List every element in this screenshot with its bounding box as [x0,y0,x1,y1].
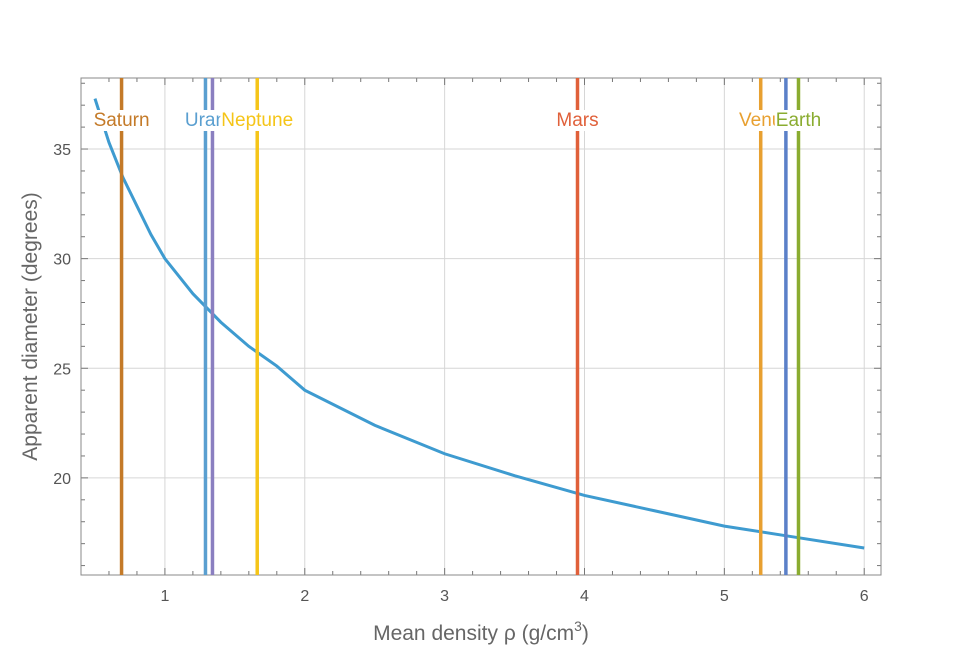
label-mask [92,110,151,131]
planet-label-neptune: Neptune [220,110,295,131]
y-axis-label: Apparent diameter (degrees) [19,192,42,460]
x-axis-label-sup: 3 [574,618,582,634]
planet-label-text: Neptune [221,110,293,131]
planet-label-saturn: Saturn [92,110,151,131]
x-axis-label: Mean density ρ (g/cm3) [373,618,589,645]
x-tick-label: 5 [720,588,729,605]
label-mask [738,110,784,131]
planet-label-text: Venu [739,110,782,131]
x-axis-label-end: ) [582,622,589,645]
y-tick-label: 25 [53,361,71,378]
planet-label-text: Mars [556,110,598,131]
label-mask [183,110,228,131]
y-tick-label: 35 [53,142,71,159]
planet-label-text: Earth [776,110,821,131]
planet-label-venus: Venu [738,110,784,131]
label-mask [774,110,823,131]
x-axis-label-main: Mean density ρ (g/cm [373,622,574,645]
planet-label-mars: Mars [555,110,600,131]
x-tick-label: 2 [300,588,309,605]
planet-label-text: Saturn [94,110,150,131]
density-curve [93,98,865,550]
label-mask [555,110,600,131]
planet-label-earth: Earth [774,110,823,131]
y-tick-label: 30 [53,252,71,269]
label-mask [220,110,295,131]
planet-label-text: Uran [185,110,226,131]
x-tick-label: 6 [860,588,869,605]
y-tick-label: 20 [53,471,71,488]
plot-frame [80,77,882,576]
x-tick-label: 4 [580,588,589,605]
x-tick-label: 1 [160,588,169,605]
planet-label-uranus: Uran [183,110,228,131]
x-tick-label: 3 [440,588,449,605]
